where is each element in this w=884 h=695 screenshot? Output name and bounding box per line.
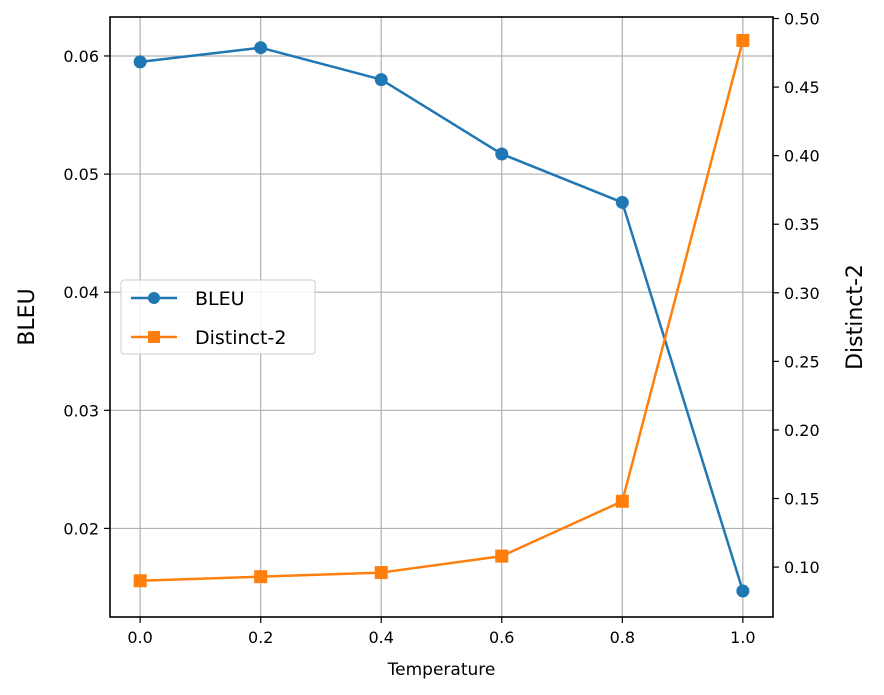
data-point-distinct-2	[133, 574, 147, 588]
y-tick-label-left: 0.04	[63, 283, 99, 302]
series-group	[133, 33, 750, 598]
data-point-bleu	[254, 41, 268, 55]
y-tick-label-left: 0.03	[63, 401, 99, 420]
y-tick-label-right: 0.45	[784, 78, 820, 97]
x-tick-label: 0.8	[610, 628, 635, 647]
y-tick-label-right: 0.15	[784, 490, 820, 509]
data-point-distinct-2	[374, 566, 388, 580]
y-tick-label-left: 0.06	[63, 47, 99, 66]
data-point-distinct-2	[495, 549, 509, 563]
data-point-distinct-2	[615, 494, 629, 508]
series-line-distinct-2	[140, 40, 745, 583]
data-point-bleu	[736, 584, 750, 598]
ticks-group: 0.0 0.2 0.4 0.6 0.8 1.0 0.02 0.03 0.04 0.05 0.06 0.…	[63, 10, 819, 647]
y-tick-label-right: 0.35	[784, 215, 820, 234]
x-tick-label: 0.2	[248, 628, 273, 647]
data-point-distinct-2	[254, 570, 268, 584]
legend: BLEU Distinct-2	[120, 279, 316, 355]
data-point-bleu	[133, 55, 147, 69]
x-axis-label: Temperature	[387, 660, 496, 680]
y-axis-label-left: BLEU	[15, 288, 40, 345]
y-axis-label-right: Distinct-2	[843, 264, 868, 370]
legend-label-distinct-2: Distinct-2	[195, 327, 286, 349]
legend-label-bleu: BLEU	[195, 288, 245, 310]
x-tick-label: 0.6	[489, 628, 514, 647]
legend-marker-bleu	[148, 292, 160, 304]
data-point-bleu	[495, 147, 509, 161]
x-tick-label: 1.0	[730, 628, 755, 647]
y-tick-label-right: 0.30	[784, 284, 820, 303]
plot-frame	[109, 16, 774, 618]
data-point-bleu	[374, 73, 388, 87]
data-point-bleu	[615, 195, 629, 209]
legend-marker-distinct-2	[148, 331, 160, 343]
x-tick-label: 0.4	[369, 628, 394, 647]
data-point-distinct-2	[736, 33, 750, 47]
y-tick-label-right: 0.40	[784, 147, 820, 166]
y-tick-label-right: 0.20	[784, 421, 820, 440]
y-tick-label-right: 0.10	[784, 558, 820, 577]
series-line-bleu	[139, 46, 745, 592]
y-tick-label-right: 0.50	[784, 10, 820, 29]
y-tick-label-right: 0.25	[784, 352, 820, 371]
x-tick-label: 0.0	[127, 628, 152, 647]
y-tick-label-left: 0.05	[63, 165, 99, 184]
y-tick-label-left: 0.02	[63, 519, 99, 538]
